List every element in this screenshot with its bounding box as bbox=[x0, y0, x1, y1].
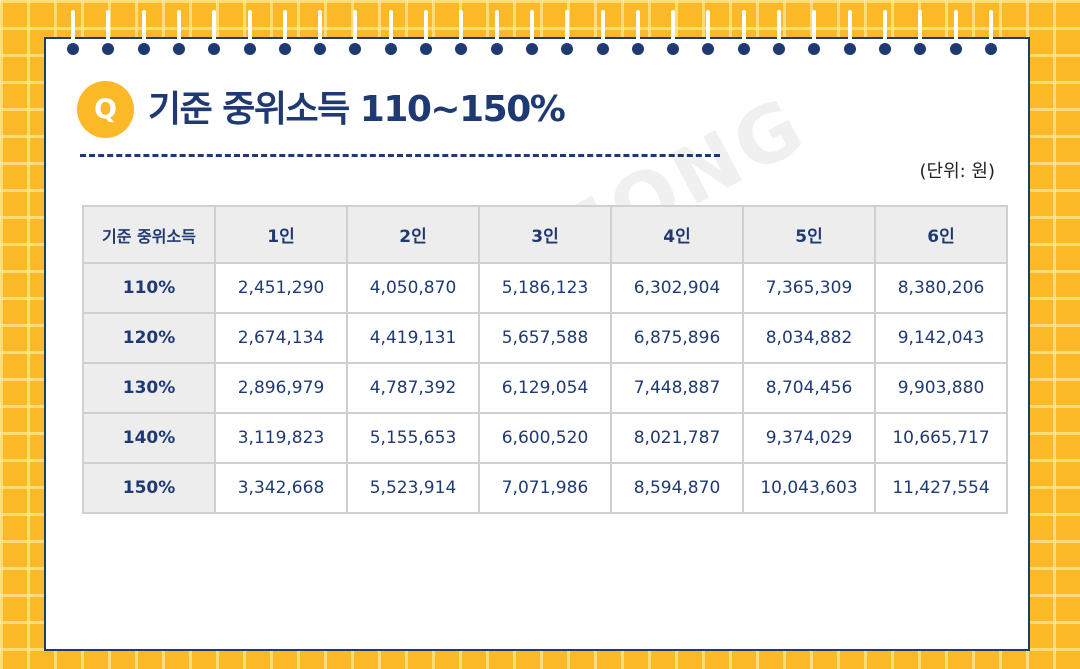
column-header: 5인 bbox=[742, 205, 876, 264]
table-cell: 2,896,979 bbox=[214, 362, 348, 414]
binding-ring bbox=[773, 10, 785, 55]
table-cell: 5,155,653 bbox=[346, 412, 480, 464]
spiral-binding bbox=[0, 0, 1080, 70]
binding-ring bbox=[525, 10, 538, 55]
table-cell: 4,787,392 bbox=[346, 362, 480, 414]
table-cell: 5,186,123 bbox=[478, 262, 612, 314]
table-row: 110% 2,451,290 4,050,870 5,186,123 6,302… bbox=[82, 262, 1008, 314]
table-cell: 2,451,290 bbox=[214, 262, 348, 314]
table-cell: 8,594,870 bbox=[610, 462, 744, 514]
table-cell: 8,380,206 bbox=[874, 262, 1008, 314]
binding-ring bbox=[702, 10, 715, 55]
binding-ring bbox=[631, 10, 644, 55]
table-row: 120% 2,674,134 4,419,131 5,657,588 6,875… bbox=[82, 312, 1008, 364]
row-label: 110% bbox=[82, 262, 216, 314]
binding-ring bbox=[349, 10, 362, 55]
table-cell: 7,448,887 bbox=[610, 362, 744, 414]
table-cell: 3,119,823 bbox=[214, 412, 348, 464]
q-badge-icon: Q bbox=[77, 81, 134, 138]
binding-ring bbox=[278, 10, 291, 55]
dashed-divider bbox=[80, 154, 720, 157]
column-header: 4인 bbox=[610, 205, 744, 264]
binding-ring bbox=[843, 10, 856, 55]
row-label: 120% bbox=[82, 312, 216, 364]
binding-ring bbox=[420, 10, 432, 55]
column-header: 3인 bbox=[478, 205, 612, 264]
table-cell: 3,342,668 bbox=[214, 462, 348, 514]
binding-ring bbox=[384, 10, 397, 55]
table-cell: 5,657,588 bbox=[478, 312, 612, 364]
binding-ring bbox=[878, 10, 891, 55]
binding-ring bbox=[561, 10, 574, 55]
binding-ring bbox=[984, 10, 997, 55]
income-table: 기준 중위소득 1인 2인 3인 4인 5인 6인 110% 2,451,290… bbox=[82, 205, 1008, 514]
binding-ring bbox=[102, 10, 115, 55]
table-cell: 9,374,029 bbox=[742, 412, 876, 464]
unit-note: (단위: 원) bbox=[919, 161, 995, 182]
binding-ring bbox=[737, 10, 750, 55]
column-header: 1인 bbox=[214, 205, 348, 264]
table-cell: 8,021,787 bbox=[610, 412, 744, 464]
column-header: 6인 bbox=[874, 205, 1008, 264]
table-cell: 7,071,986 bbox=[478, 462, 612, 514]
table-cell: 9,903,880 bbox=[874, 362, 1008, 414]
row-label: 150% bbox=[82, 462, 216, 514]
table-cell: 10,665,717 bbox=[874, 412, 1008, 464]
table-cell: 4,050,870 bbox=[346, 262, 480, 314]
binding-ring bbox=[914, 10, 927, 55]
binding-ring bbox=[314, 10, 327, 55]
binding-ring bbox=[208, 10, 221, 55]
binding-ring bbox=[172, 10, 185, 55]
page-title: 기준 중위소득 110~150% bbox=[148, 89, 566, 130]
table-row: 140% 3,119,823 5,155,653 6,600,520 8,021… bbox=[82, 412, 1008, 464]
corner-header: 기준 중위소득 bbox=[82, 205, 216, 264]
table-cell: 8,704,456 bbox=[742, 362, 876, 414]
column-header: 2인 bbox=[346, 205, 480, 264]
binding-ring bbox=[137, 10, 150, 55]
table-cell: 2,674,134 bbox=[214, 312, 348, 364]
binding-ring bbox=[808, 10, 821, 55]
binding-ring bbox=[490, 10, 503, 55]
row-label: 130% bbox=[82, 362, 216, 414]
table-cell: 5,523,914 bbox=[346, 462, 480, 514]
table-cell: 10,043,603 bbox=[742, 462, 876, 514]
row-label: 140% bbox=[82, 412, 216, 464]
table-cell: 6,302,904 bbox=[610, 262, 744, 314]
binding-ring bbox=[67, 10, 79, 55]
table-row: 130% 2,896,979 4,787,392 6,129,054 7,448… bbox=[82, 362, 1008, 414]
table-cell: 8,034,882 bbox=[742, 312, 876, 364]
table-cell: 6,875,896 bbox=[610, 312, 744, 364]
table-cell: 9,142,043 bbox=[874, 312, 1008, 364]
binding-ring bbox=[243, 10, 256, 55]
binding-ring bbox=[596, 10, 609, 55]
binding-ring bbox=[455, 10, 468, 55]
table-row: 150% 3,342,668 5,523,914 7,071,986 8,594… bbox=[82, 462, 1008, 514]
table-header-row: 기준 중위소득 1인 2인 3인 4인 5인 6인 bbox=[82, 205, 1008, 264]
table-cell: 4,419,131 bbox=[346, 312, 480, 364]
binding-ring bbox=[667, 10, 680, 55]
table-cell: 6,600,520 bbox=[478, 412, 612, 464]
table-cell: 7,365,309 bbox=[742, 262, 876, 314]
table-cell: 6,129,054 bbox=[478, 362, 612, 414]
binding-ring bbox=[949, 10, 962, 55]
table-cell: 11,427,554 bbox=[874, 462, 1008, 514]
